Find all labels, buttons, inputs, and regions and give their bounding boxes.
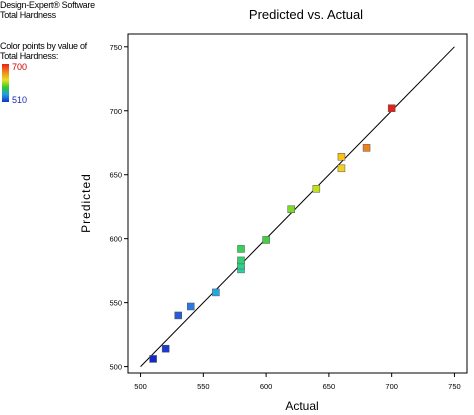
chart-title: Predicted vs. Actual [249, 7, 363, 22]
software-name: Design-Expert® Software [0, 0, 95, 10]
data-point [337, 153, 346, 161]
data-point [237, 245, 245, 253]
x-tick-label: 700 [385, 382, 398, 391]
data-point [212, 288, 220, 297]
x-tick-label: 500 [134, 382, 147, 391]
response-name: Total Hardness [0, 10, 56, 20]
plot-frame [127, 33, 468, 374]
y-tick-label: 700 [109, 107, 122, 116]
x-tick-label: 650 [323, 382, 336, 391]
data-point [149, 355, 157, 363]
legend-min-label: 510 [12, 95, 28, 105]
legend-title-line2: Total Hardness: [0, 51, 59, 61]
data-point [187, 302, 195, 311]
legend-title: Color points by value of Total Hardness: [0, 41, 87, 61]
data-point [362, 144, 371, 152]
reference-line [140, 46, 455, 367]
data-point [337, 164, 346, 173]
y-axis-label: Predicted [79, 173, 93, 233]
x-tick-label: 550 [197, 382, 210, 391]
data-point [387, 104, 396, 112]
data-point [312, 185, 321, 193]
y-axis: 500 550 600 650 700 750 [109, 43, 128, 372]
y-tick-label: 550 [109, 299, 122, 308]
data-point [262, 236, 270, 244]
y-tick-label: 650 [109, 171, 122, 180]
y-tick-label: 500 [109, 363, 122, 372]
data-point [174, 311, 182, 320]
color-legend: Color points by value of Total Hardness:… [0, 41, 110, 121]
x-axis: 500 550 600 650 700 750 [134, 373, 461, 391]
data-point [161, 344, 170, 353]
legend-title-line1: Color points by value of [0, 41, 87, 51]
software-info: Design-Expert® Software Total Hardness [0, 0, 100, 20]
data-point [287, 205, 295, 214]
y-tick-label: 600 [109, 235, 122, 244]
data-point [237, 256, 245, 265]
data-points [149, 104, 396, 363]
legend-max-label: 700 [12, 62, 28, 72]
x-axis-label: Actual [285, 399, 318, 413]
x-tick-label: 750 [448, 382, 461, 391]
y-tick-label: 750 [109, 43, 122, 52]
legend-color-bar [2, 64, 9, 102]
x-tick-label: 600 [260, 382, 273, 391]
